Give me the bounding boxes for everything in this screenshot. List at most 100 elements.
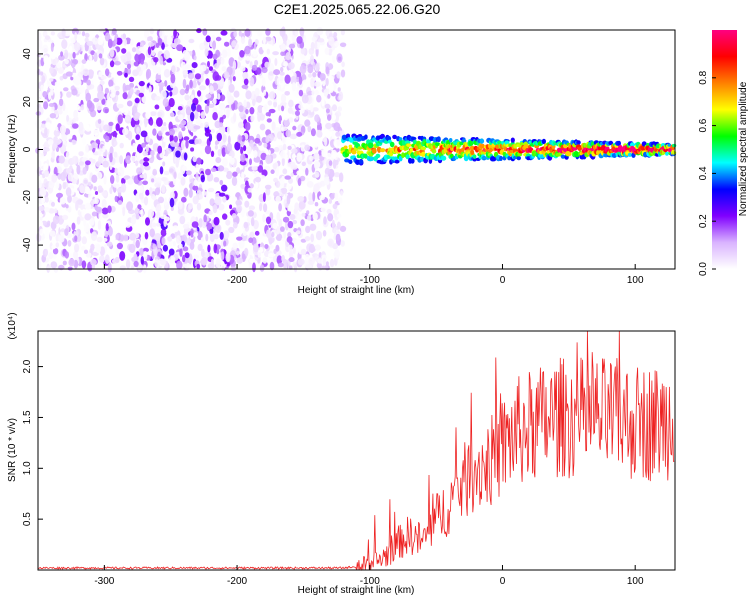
heatmap-cell [41, 75, 46, 84]
heatmap-cell [90, 50, 95, 56]
heatmap-cell [71, 58, 79, 65]
heatmap-cell [170, 206, 174, 211]
heatmap-cell [223, 230, 230, 239]
heatmap-cell [272, 51, 279, 56]
heatmap-cell [110, 236, 116, 243]
heatmap-cell [288, 62, 295, 70]
heatmap-cell [297, 177, 302, 187]
heatmap-cell [281, 135, 287, 144]
heatmap-cell [71, 88, 78, 96]
heatmap-cell [215, 157, 222, 164]
heatmap-cell [248, 205, 256, 211]
heatmap-cell [270, 169, 275, 174]
heatmap-cell [119, 251, 126, 261]
heatmap-cell [155, 72, 161, 83]
heatmap-cell [150, 111, 157, 117]
heatmap-cell [290, 172, 294, 177]
heatmap-cell [176, 260, 183, 270]
heatmap-cell [145, 145, 149, 153]
heatmap-cell [251, 64, 258, 71]
heatmap-cell [244, 206, 248, 213]
heatmap-cell [201, 256, 208, 266]
heatmap-cell [247, 210, 254, 217]
heatmap-cell [51, 173, 58, 183]
heatmap-cell [124, 72, 128, 78]
heatmap-cell [268, 63, 275, 73]
heatmap-cell [116, 187, 124, 193]
heatmap-cell [107, 205, 112, 214]
heatmap-cell [117, 200, 123, 206]
heatmap-cell [304, 119, 311, 127]
heatmap-cell [331, 104, 338, 112]
heatmap-cell [47, 174, 53, 182]
heatmap-cell [215, 258, 221, 268]
heatmap-cell [287, 205, 293, 212]
heatmap-cell [499, 155, 503, 161]
heatmap-cell [392, 134, 397, 140]
heatmap-cell [264, 184, 272, 190]
heatmap-cell [60, 171, 66, 182]
heatmap-cell [93, 52, 98, 62]
heatmap-cell [219, 116, 224, 124]
heatmap-cell [205, 93, 212, 99]
heatmap-cell [316, 129, 323, 138]
heatmap-cell [37, 151, 44, 160]
heatmap-cell [314, 114, 320, 123]
heatmap-cell [300, 219, 305, 227]
heatmap-cell [157, 145, 163, 154]
snr-frame [37, 330, 676, 571]
heatmap-cell [404, 140, 411, 145]
heatmap-cell [135, 193, 140, 203]
y-tick-label: 1.0 [22, 461, 33, 475]
heatmap-cell [239, 111, 244, 118]
heatmap-cell [70, 76, 74, 81]
heatmap-cell [212, 97, 217, 105]
heatmap-cell [40, 71, 44, 76]
heatmap-cell [60, 228, 66, 233]
heatmap-cell [263, 142, 268, 148]
heatmap-cell [81, 260, 87, 269]
heatmap-cell [52, 248, 59, 255]
heatmap-cell [210, 167, 217, 172]
heatmap-cell [284, 91, 291, 96]
heatmap-cell [258, 247, 264, 253]
heatmap-cell [199, 42, 205, 51]
heatmap-cell [331, 131, 335, 139]
heatmap-cell [343, 145, 348, 150]
heatmap-cell [324, 47, 330, 55]
heatmap-cell [291, 82, 297, 92]
heatmap-cell [136, 66, 142, 72]
heatmap-cell [183, 136, 190, 141]
heatmap-cell [242, 230, 247, 237]
heatmap-cell [312, 107, 319, 112]
heatmap-cell [244, 122, 251, 131]
heatmap-cell [289, 30, 293, 38]
heatmap-cell [129, 232, 137, 241]
heatmap-cell [95, 161, 101, 168]
heatmap-cell [101, 191, 108, 197]
heatmap-cell [97, 220, 102, 231]
heatmap-cell [138, 92, 144, 98]
heatmap-cell [44, 127, 48, 137]
heatmap-cell [204, 48, 209, 57]
heatmap-y-label: Frequency (Hz) [7, 115, 18, 184]
heatmap-cell [38, 205, 45, 211]
heatmap-cell [47, 220, 51, 226]
heatmap-cell [269, 261, 275, 271]
heatmap-cell [328, 160, 333, 166]
heatmap-cell [82, 68, 90, 77]
heatmap-cell [104, 108, 109, 114]
heatmap-cell [304, 144, 311, 152]
heatmap-cell [142, 151, 148, 157]
snr-plot-area [38, 331, 675, 570]
heatmap-cell [67, 205, 72, 213]
heatmap-cell [523, 144, 529, 149]
heatmap-cell [143, 196, 149, 206]
heatmap-cell [215, 224, 222, 233]
heatmap-cell [329, 83, 334, 93]
heatmap-cell [42, 30, 48, 38]
heatmap-cell [134, 97, 140, 104]
heatmap-cell [326, 208, 332, 215]
heatmap-cell [88, 192, 93, 201]
heatmap-cell [102, 237, 108, 242]
